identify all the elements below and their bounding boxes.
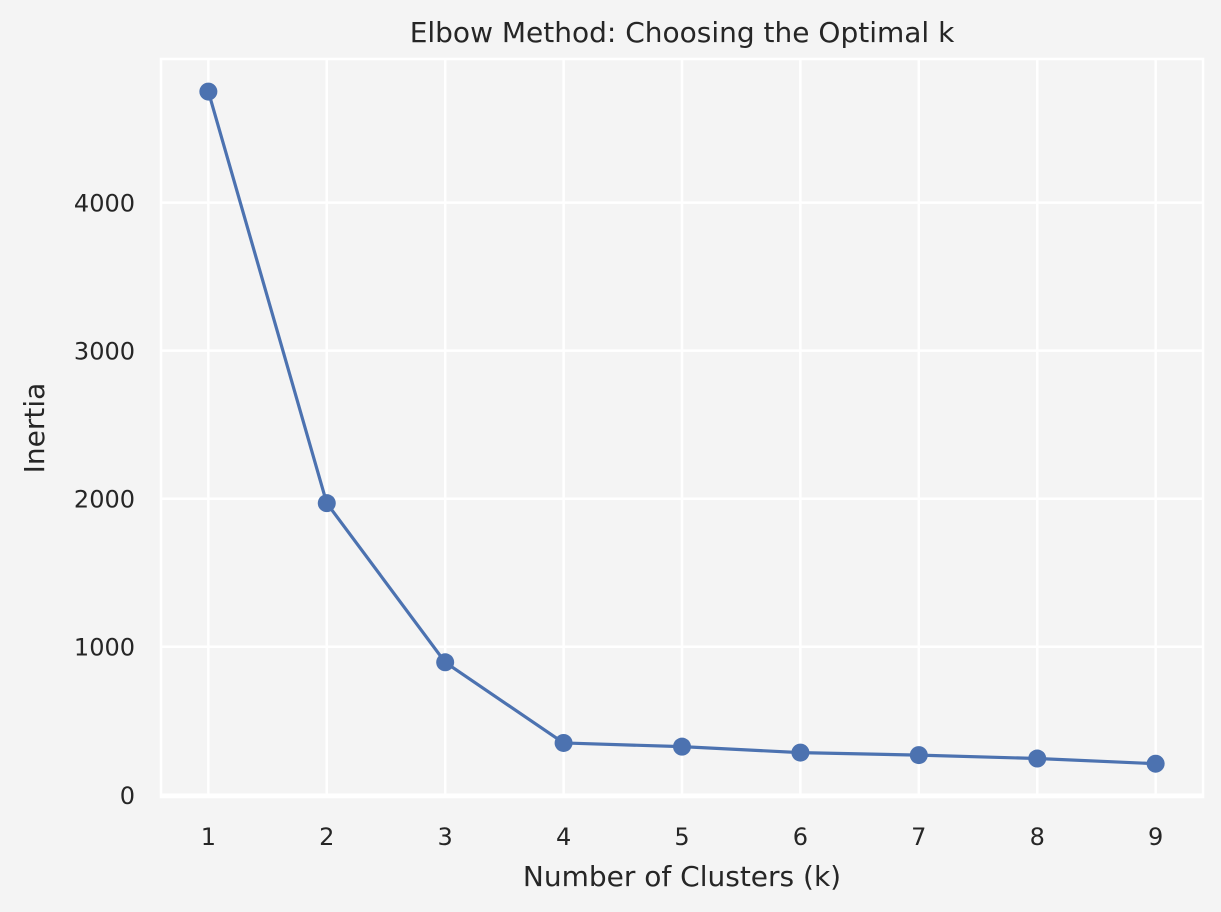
x-tick-label: 3	[438, 823, 453, 851]
data-point	[791, 743, 810, 762]
x-tick-label: 4	[556, 823, 571, 851]
data-point	[673, 737, 691, 756]
y-tick-label: 1000	[74, 634, 135, 662]
data-point	[1146, 754, 1165, 773]
x-tick-label: 5	[674, 823, 689, 851]
x-tick-labels: 1 2 3 4 5 6 7 8 9	[201, 823, 1164, 851]
y-tick-label: 2000	[74, 486, 135, 514]
data-point	[317, 494, 336, 513]
x-tick-label: 2	[319, 823, 334, 851]
data-point	[199, 82, 218, 101]
x-tick-label: 7	[911, 823, 926, 851]
x-tick-label: 9	[1148, 823, 1163, 851]
x-axis-label: Number of Clusters (k)	[523, 860, 841, 893]
x-tick-label: 8	[1030, 823, 1045, 851]
y-tick-label: 0	[120, 782, 135, 810]
y-tick-label: 3000	[74, 338, 135, 366]
data-point	[1028, 749, 1047, 768]
plot-frame	[159, 57, 1205, 799]
data-point	[436, 653, 455, 672]
data-point	[554, 733, 573, 752]
y-axis-label: Inertia	[18, 383, 51, 474]
grid	[159, 57, 1205, 799]
y-tick-label: 4000	[74, 190, 135, 218]
x-tick-label: 6	[793, 823, 808, 851]
markers-layer	[199, 82, 1165, 773]
chart-title: Elbow Method: Choosing the Optimal k	[410, 16, 955, 49]
x-tick-label: 1	[201, 823, 216, 851]
y-tick-labels: 0 1000 2000 3000 4000	[74, 190, 135, 810]
data-point	[909, 746, 928, 765]
